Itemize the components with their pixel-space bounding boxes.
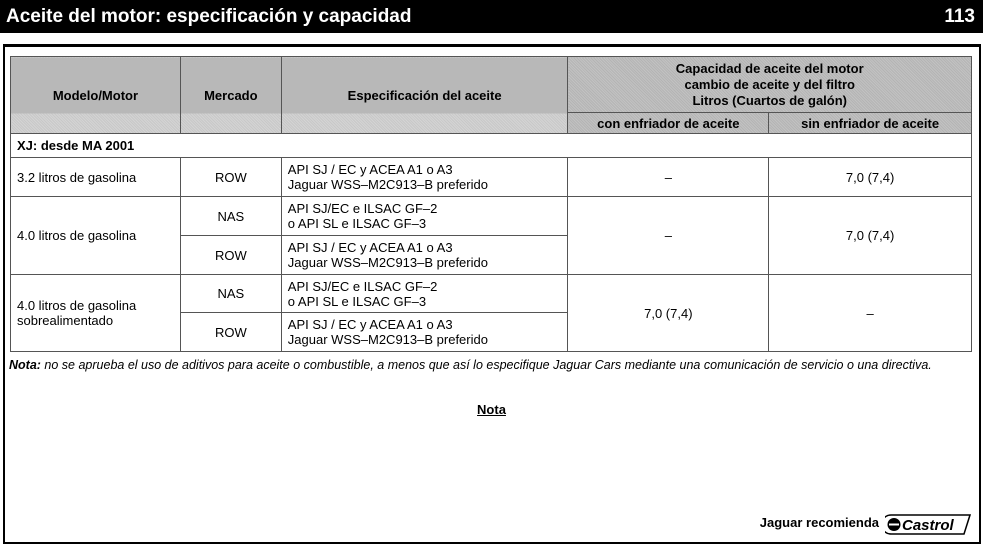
oil-spec-table: Modelo/Motor Mercado Especificación del … xyxy=(10,56,972,352)
castrol-logo: Castrol xyxy=(885,514,971,535)
capacity-line: Capacidad de aceite del motor xyxy=(675,60,864,76)
content-frame xyxy=(3,44,981,544)
nota-heading: Nota xyxy=(477,402,506,417)
market-cell: NAS xyxy=(179,274,282,313)
svg-text:Castrol: Castrol xyxy=(902,517,955,534)
without-cooler-cell: – xyxy=(768,274,972,352)
header-with-cooler: con enfriador de aceite xyxy=(567,112,770,134)
section-row: XJ: desde MA 2001 xyxy=(10,133,972,158)
table-row: 4.0 litros de gasolina sobrealimentado N… xyxy=(10,274,972,352)
table-row: ROW API SJ / EC y ACEA A1 o A3 Jaguar WSS… xyxy=(11,235,972,275)
capacity-line: cambio de aceite y del filtro xyxy=(684,76,855,92)
market-cell: ROW xyxy=(179,235,282,275)
spec-cell: API SJ / EC y ACEA A1 o A3 Jaguar WSS–M2C… xyxy=(280,312,569,352)
with-cooler-cell: – xyxy=(567,157,770,197)
spec-cell: API SJ/EC e ILSAC GF–2 o API SL e ILSAC G… xyxy=(280,274,569,313)
title-bar: Aceite del motor: especificación y capac… xyxy=(0,0,983,33)
model-cell: 4.0 litros de gasolina xyxy=(10,196,181,275)
header-model: Modelo/Motor xyxy=(10,56,181,134)
without-cooler-cell: 7,0 (7,4) xyxy=(768,196,972,275)
table-row: 4.0 litros de gasolina NAS API SJ/EC e I… xyxy=(10,196,972,275)
header-market: Mercado xyxy=(179,56,282,134)
market-cell: ROW xyxy=(179,312,282,352)
page-number: 113 xyxy=(944,5,975,27)
header-without-cooler: sin enfriador de aceite xyxy=(768,112,972,134)
note-label: Nota: xyxy=(9,358,41,372)
spec-cell: API SJ / EC y ACEA A1 o A3 Jaguar WSS–M2C… xyxy=(280,235,569,275)
without-cooler-cell: 7,0 (7,4) xyxy=(768,157,972,197)
model-cell: 3.2 litros de gasolina xyxy=(10,157,181,197)
table-row: ROW API SJ / EC y ACEA A1 o A3 Jaguar WSS… xyxy=(11,312,972,352)
spec-cell: API SJ/EC e ILSAC GF–2 o API SL e ILSAC G… xyxy=(280,196,569,236)
recommend-text: Jaguar recomienda xyxy=(759,515,879,530)
capacity-line: Litros (Cuartos de galón) xyxy=(692,92,847,108)
table-row: 3.2 litros de gasolina ROW API SJ / EC y… xyxy=(10,157,972,197)
market-cell: NAS xyxy=(179,196,282,236)
spec-cell: API SJ / EC y ACEA A1 o A3 Jaguar WSS–M2C… xyxy=(280,157,569,197)
header-capacity: Capacidad de aceite del motor cambio de … xyxy=(567,56,972,113)
note-text: Nota: no se aprueba el uso de aditivos p… xyxy=(9,358,975,373)
market-cell: ROW xyxy=(179,157,282,197)
page-title: Aceite del motor: especificación y capac… xyxy=(6,5,412,27)
with-cooler-cell: – xyxy=(567,196,770,275)
header-spec: Especificación del aceite xyxy=(280,56,569,134)
model-cell: 4.0 litros de gasolina sobrealimentado xyxy=(10,274,181,352)
with-cooler-cell: 7,0 (7,4) xyxy=(567,274,770,352)
note-body: no se aprueba el uso de aditivos para ac… xyxy=(40,358,932,372)
